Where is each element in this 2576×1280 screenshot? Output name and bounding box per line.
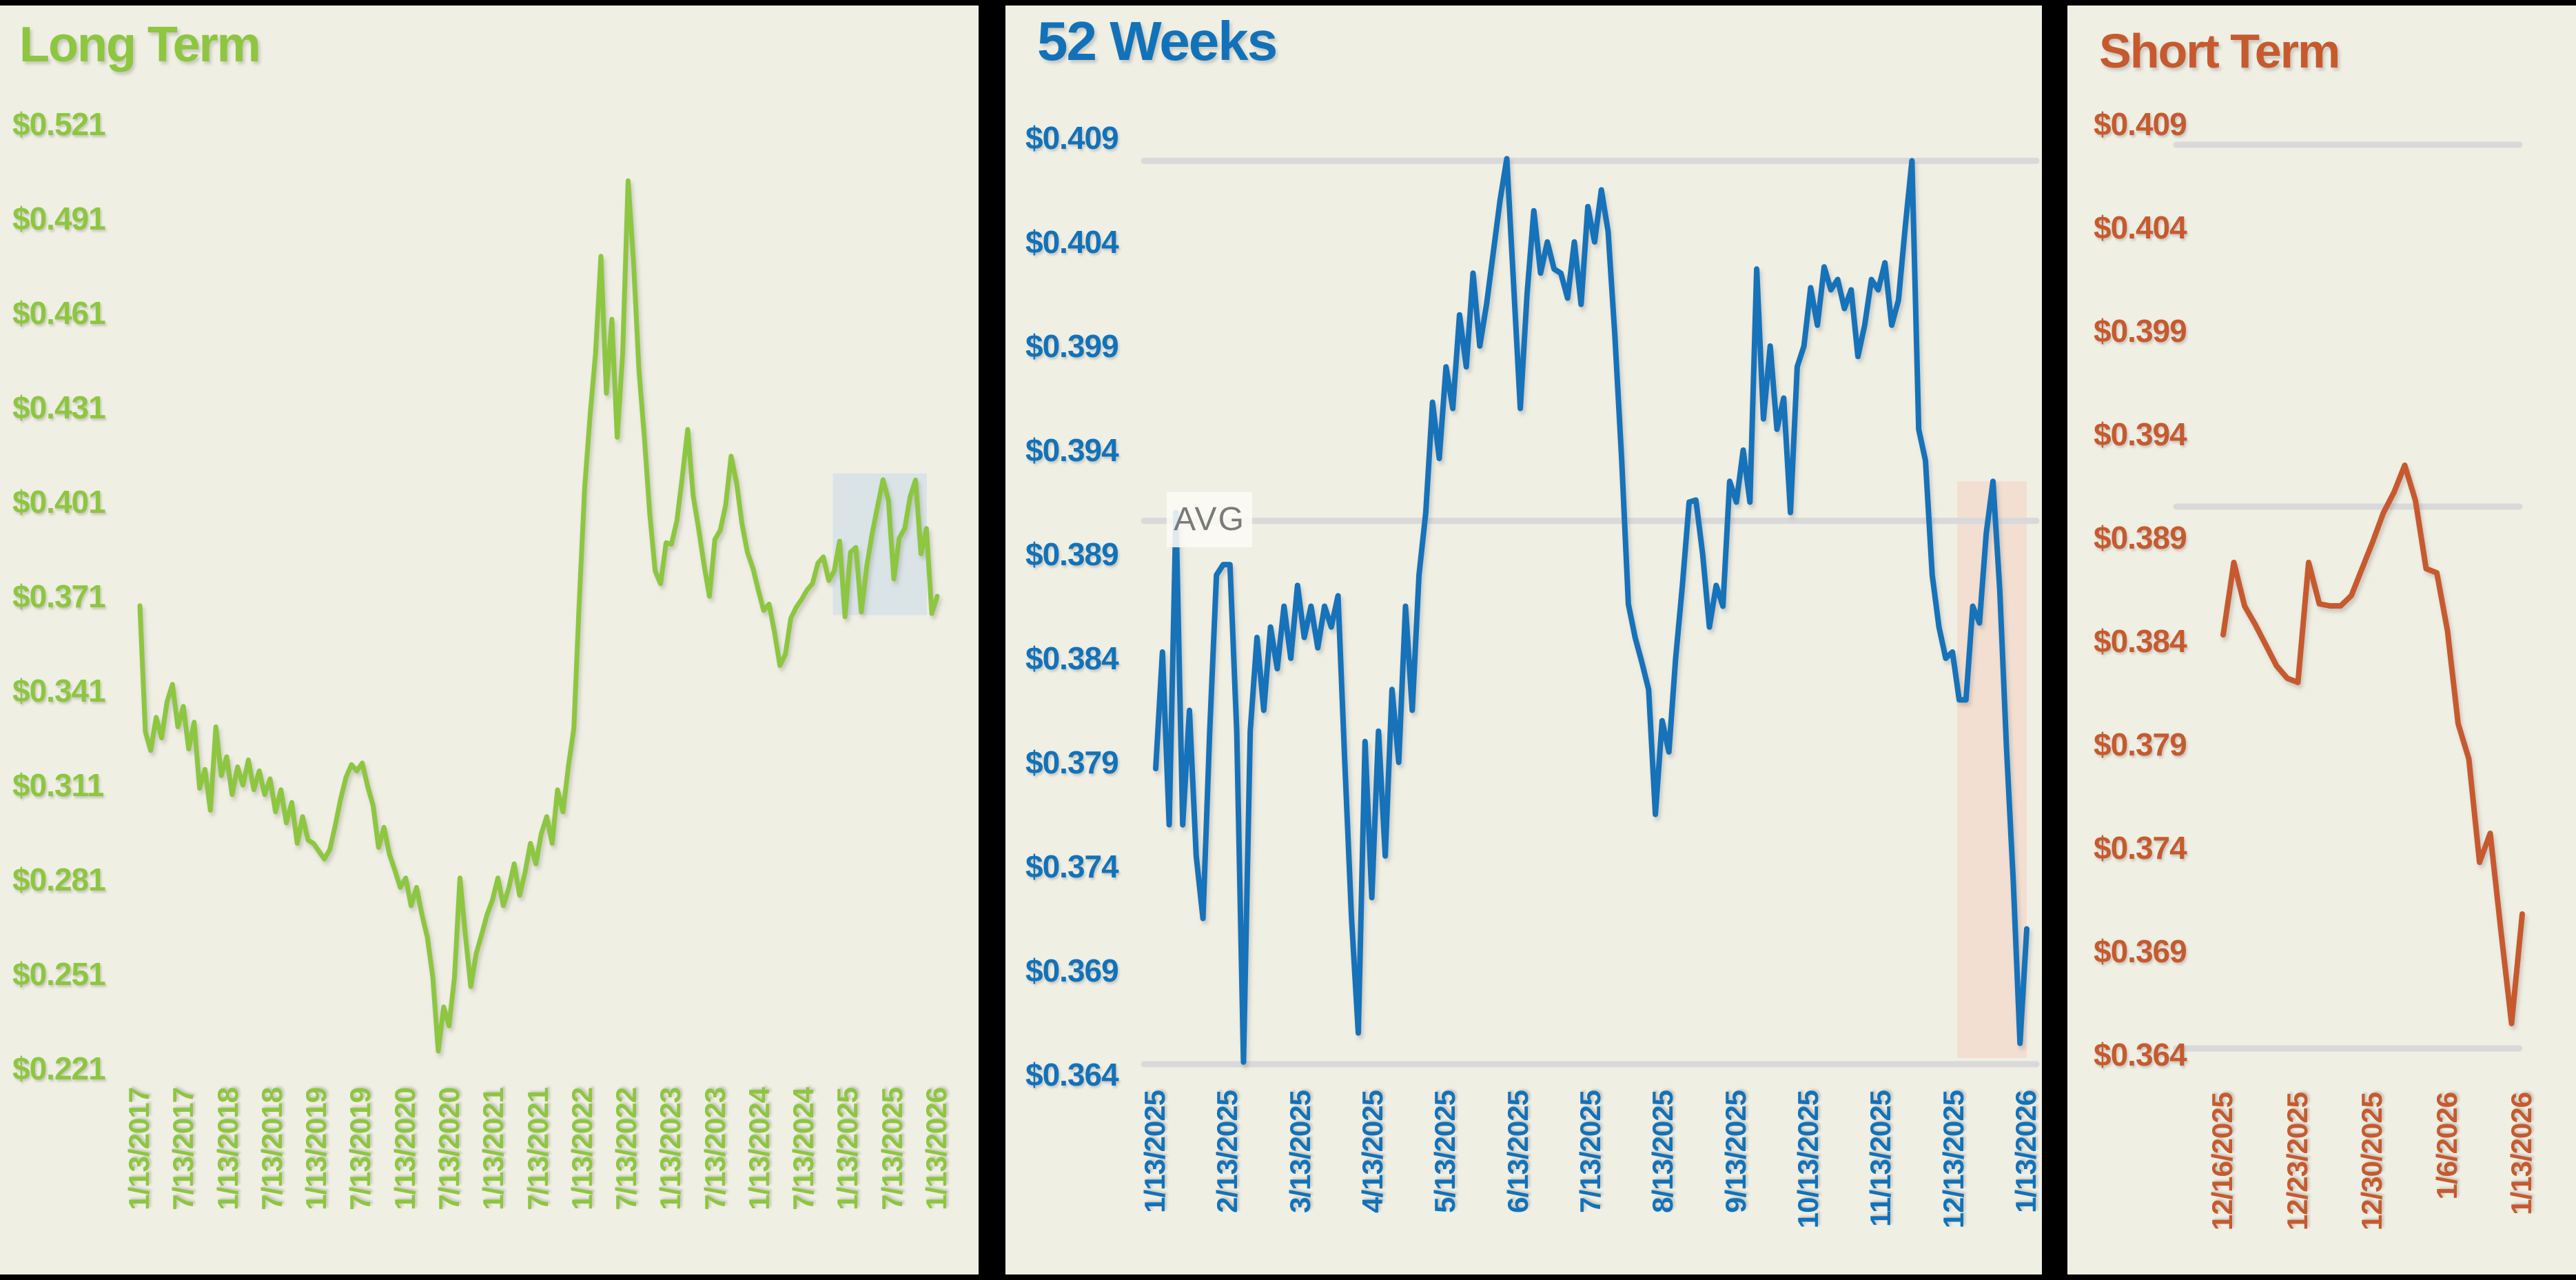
y-axis-label: $0.394 [2094, 416, 2187, 452]
x-axis-label: 1/13/2018 [211, 1088, 244, 1210]
x-axis-label: 7/13/2025 [1574, 1090, 1606, 1213]
x-axis-label: 1/13/2021 [477, 1088, 510, 1210]
x-axis-label: 1/13/2026 [2505, 1093, 2537, 1215]
long-term-line [137, 178, 940, 1054]
x-axis-label: 7/13/2021 [521, 1088, 554, 1210]
frame-bottom-bar [0, 1274, 2576, 1280]
y-axis-label: $0.379 [1025, 744, 1119, 780]
y-axis-label: $0.369 [2094, 933, 2187, 969]
x-axis-label: 1/6/2026 [2430, 1093, 2463, 1200]
y-axis-label: $0.399 [2094, 313, 2187, 349]
52-weeks-line [1153, 156, 2030, 1065]
x-axis-label: 7/13/2020 [432, 1088, 465, 1210]
y-axis-label: $0.404 [1025, 224, 1119, 260]
y-axis-label: $0.384 [1025, 640, 1119, 676]
x-axis-label: 10/13/2025 [1792, 1090, 1824, 1229]
x-axis-label: 1/13/2026 [2010, 1090, 2042, 1213]
x-axis-label: 8/13/2025 [1646, 1090, 1679, 1213]
x-axis-label: 1/13/2025 [831, 1088, 864, 1210]
x-axis-label: 1/13/2022 [565, 1088, 598, 1210]
panel-divider-right [2042, 0, 2067, 1280]
x-axis-label: 3/13/2025 [1283, 1090, 1316, 1213]
y-axis-label: $0.374 [1025, 849, 1119, 884]
x-axis-label: 1/13/2020 [388, 1088, 421, 1210]
x-axis-label: 1/13/2017 [123, 1088, 155, 1210]
y-axis-label: $0.389 [1025, 536, 1119, 572]
x-axis-label: 12/30/2025 [2355, 1093, 2388, 1231]
x-axis-label: 7/13/2018 [255, 1088, 288, 1210]
x-axis-label: 9/13/2025 [1719, 1090, 1752, 1213]
x-axis-label: 12/13/2025 [1936, 1090, 1970, 1229]
frame-top-bar [0, 0, 2576, 6]
y-axis-label: $0.374 [2094, 830, 2187, 866]
x-axis-label: 7/13/2025 [875, 1088, 908, 1210]
x-axis-label: 12/16/2025 [2206, 1093, 2238, 1231]
y-axis-label: $0.221 [12, 1050, 106, 1086]
x-axis-label: 1/13/2019 [300, 1088, 333, 1210]
x-axis-label: 7/13/2022 [610, 1088, 643, 1210]
y-axis-label: $0.369 [1025, 953, 1119, 988]
panel-divider-left [979, 0, 1005, 1280]
y-axis-label: $0.281 [12, 862, 106, 897]
x-axis-label: 4/13/2025 [1356, 1090, 1389, 1213]
y-axis-label: $0.364 [1025, 1057, 1119, 1093]
x-axis-label: 12/23/2025 [2280, 1093, 2313, 1231]
y-axis-label: $0.389 [2094, 520, 2187, 556]
x-axis-label: 1/13/2024 [742, 1088, 775, 1210]
avg-gridline-label: AVG [1167, 491, 1252, 547]
x-axis-label: 7/13/2017 [167, 1088, 200, 1210]
x-axis-label: 7/13/2023 [698, 1088, 731, 1210]
y-axis-label: $0.409 [1025, 120, 1119, 156]
y-axis-label: $0.461 [12, 295, 106, 331]
52-weeks-title: 52 Weeks [1037, 10, 1278, 72]
y-axis-label: $0.404 [2094, 210, 2187, 245]
short-term-title: Short Term [2099, 24, 2340, 78]
y-axis-label: $0.394 [1025, 432, 1119, 468]
y-axis-label: $0.409 [2094, 106, 2187, 142]
y-axis-label: $0.371 [12, 578, 106, 614]
y-axis-label: $0.251 [12, 956, 106, 992]
y-axis-label: $0.384 [2094, 623, 2187, 659]
y-axis-label: $0.364 [2094, 1037, 2187, 1073]
x-axis-label: 7/13/2019 [344, 1088, 377, 1210]
x-axis-label: 11/13/2025 [1864, 1090, 1897, 1227]
x-axis-label: 1/13/2025 [1138, 1090, 1171, 1213]
x-axis-label: 2/13/2025 [1211, 1090, 1244, 1213]
x-axis-label: 7/13/2024 [787, 1088, 820, 1210]
x-axis-label: 6/13/2025 [1501, 1090, 1534, 1213]
y-axis-label: $0.341 [12, 673, 106, 709]
y-axis-label: $0.491 [12, 201, 106, 236]
y-axis-label: $0.521 [12, 106, 106, 142]
y-axis-label: $0.379 [2094, 727, 2187, 762]
x-axis-label: 5/13/2025 [1429, 1090, 1462, 1213]
x-axis-label: 1/13/2023 [654, 1088, 687, 1210]
long-term-title: Long Term [19, 17, 261, 72]
y-axis-label: $0.399 [1025, 328, 1119, 364]
y-axis-label: $0.431 [12, 389, 106, 425]
short-term-line [2220, 463, 2525, 1026]
y-axis-label: $0.401 [12, 484, 106, 520]
y-axis-label: $0.311 [12, 767, 104, 803]
x-axis-label: 1/13/2026 [920, 1088, 952, 1210]
